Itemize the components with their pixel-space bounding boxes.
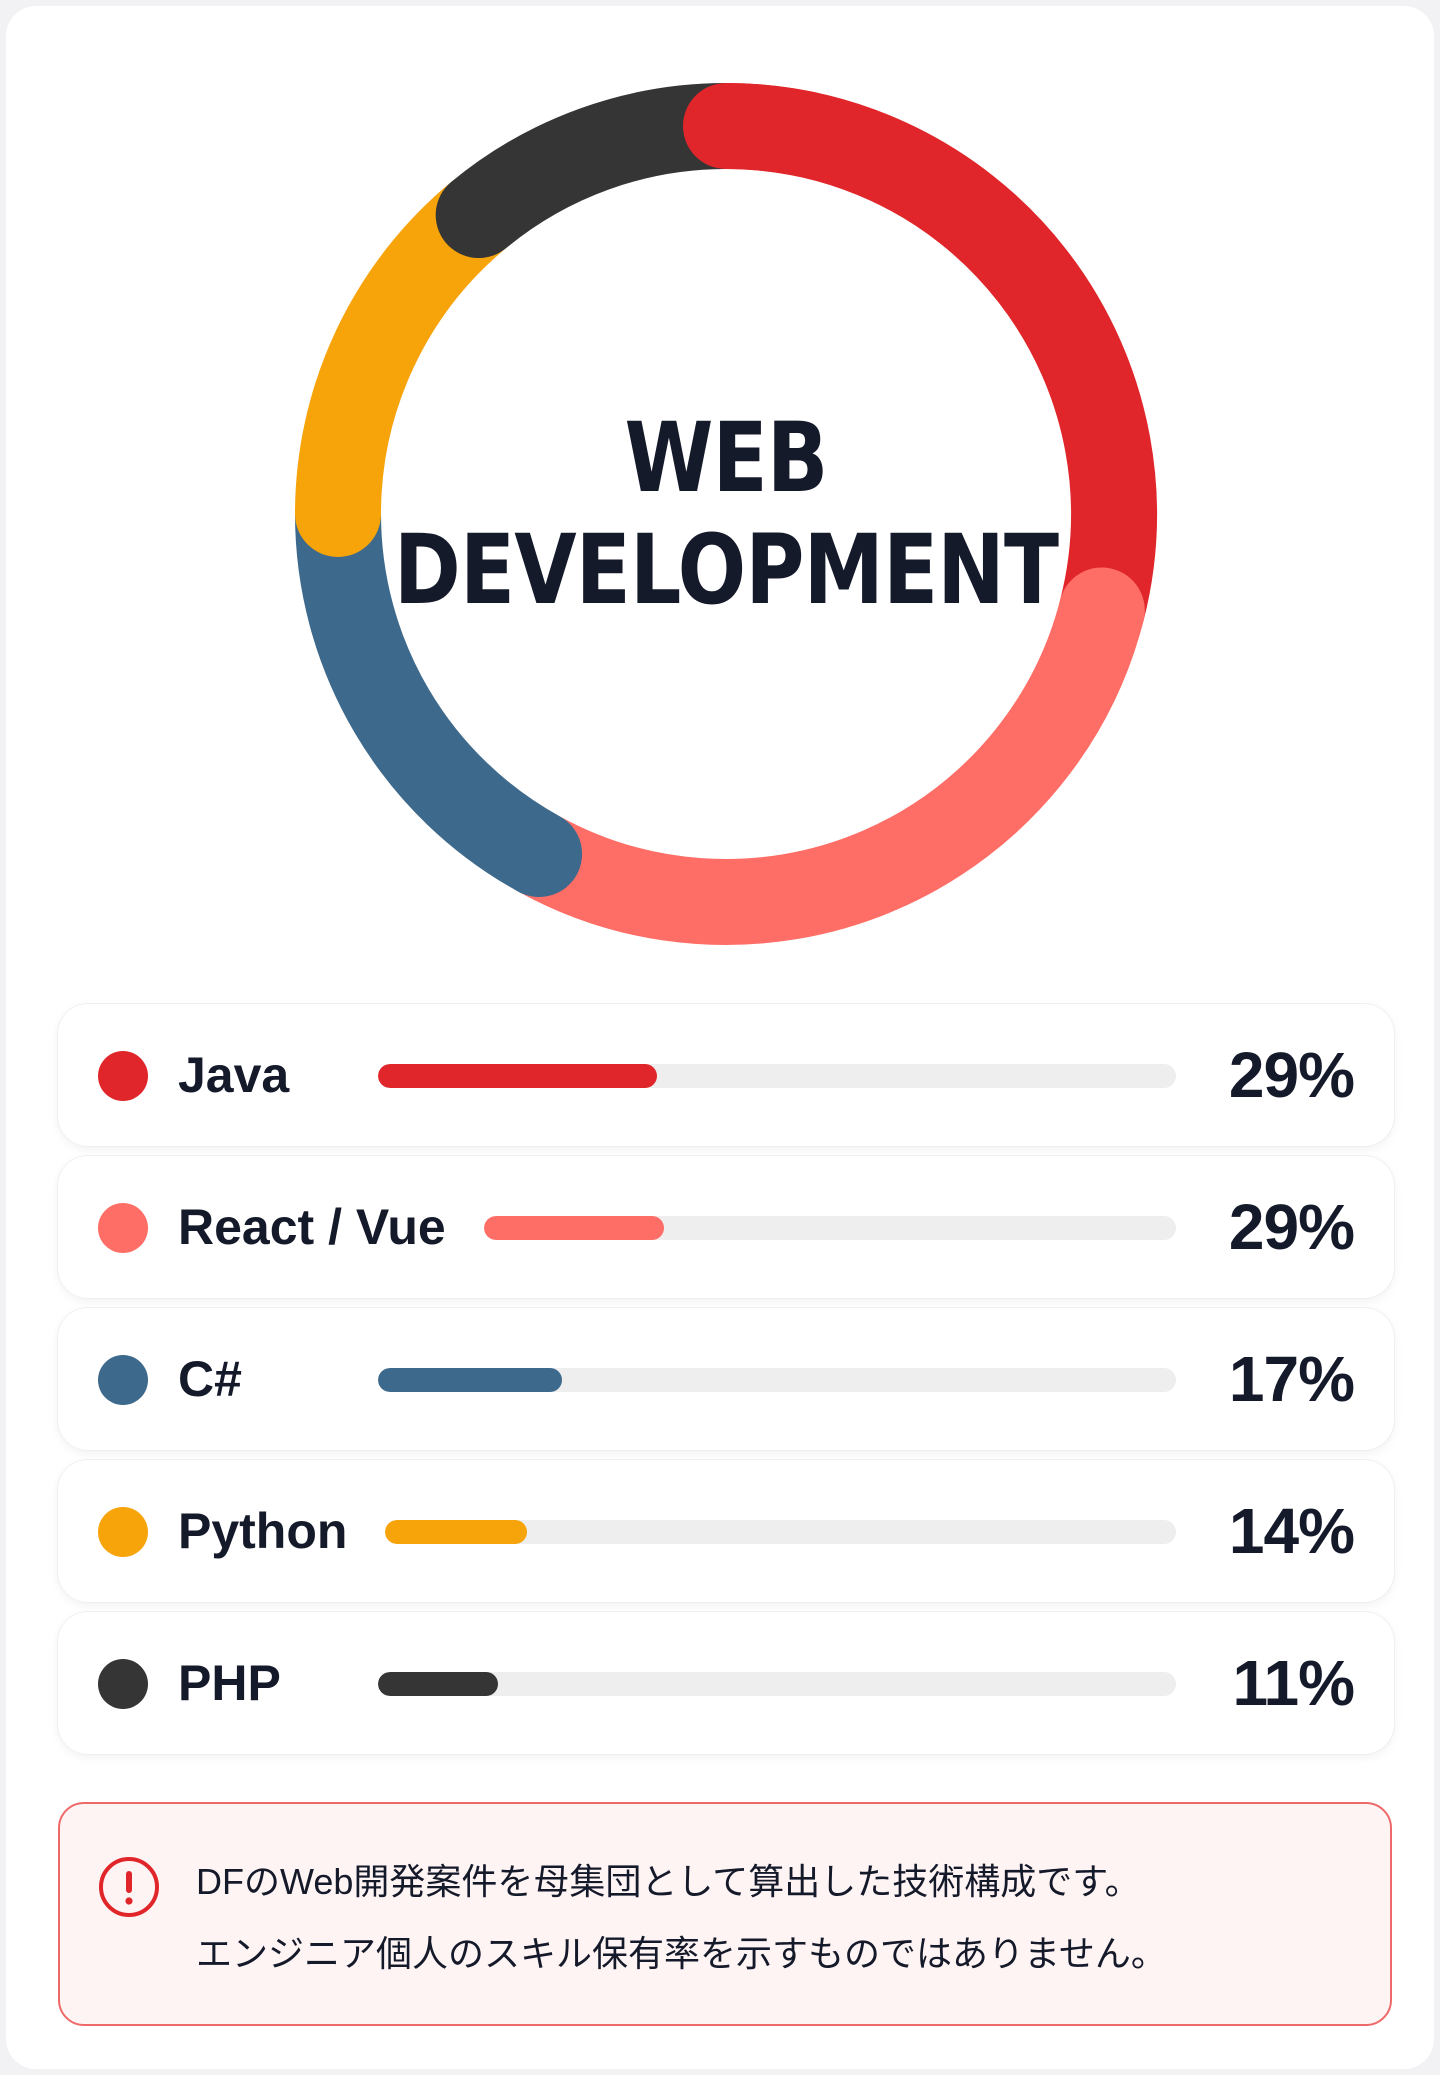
legend-value: 17% bbox=[1228, 1343, 1355, 1415]
notice-text-line-1: DFのWeb開発案件を母集団として算出した技術構成です。 bbox=[196, 1861, 1141, 1902]
legend-bar-track bbox=[378, 1064, 1176, 1088]
notice-text-line-2: エンジニア個人のスキル保有率を示すものではありません。 bbox=[196, 1933, 1167, 1974]
donut-segment-python bbox=[295, 172, 522, 557]
legend-value: 11% bbox=[1232, 1647, 1355, 1719]
legend-row-python: Python 14% bbox=[58, 1460, 1394, 1602]
legend-label: React / Vue bbox=[178, 1199, 446, 1255]
legend-label: Java bbox=[178, 1047, 290, 1103]
legend-bar-fill bbox=[484, 1216, 664, 1240]
exclamation-circle-icon bbox=[99, 1857, 159, 1917]
legend-bar-track bbox=[385, 1520, 1176, 1544]
donut-segment-csharp bbox=[295, 471, 583, 898]
legend-dot bbox=[98, 1051, 148, 1101]
legend-value: 29% bbox=[1228, 1191, 1355, 1263]
legend-bar-track bbox=[484, 1216, 1176, 1240]
center-title-line-2: DEVELOPMENT bbox=[393, 514, 1059, 626]
legend-value: 29% bbox=[1228, 1039, 1355, 1111]
legend-bar-fill bbox=[378, 1064, 657, 1088]
chart-card: WEB DEVELOPMENT Java 29% React / Vue 29%… bbox=[6, 6, 1434, 2069]
legend-bar-fill bbox=[385, 1520, 527, 1544]
legend-bar-track bbox=[378, 1672, 1176, 1696]
donut-center-title: WEB DEVELOPMENT bbox=[361, 79, 1092, 949]
legend-label: Python bbox=[178, 1503, 348, 1559]
legend-label: C# bbox=[178, 1351, 242, 1407]
center-title-line-1: WEB bbox=[624, 402, 829, 514]
legend-bar-fill bbox=[378, 1368, 562, 1392]
legend-label: PHP bbox=[178, 1655, 281, 1711]
legend-dot bbox=[98, 1507, 148, 1557]
legend-list: Java 29% React / Vue 29% C# 17% Python 1… bbox=[58, 1004, 1394, 1764]
legend-bar-fill bbox=[378, 1672, 498, 1696]
legend-bar-track bbox=[378, 1368, 1176, 1392]
donut-chart: WEB DEVELOPMENT bbox=[291, 79, 1161, 949]
donut-svg bbox=[295, 83, 1157, 945]
legend-row-csharp: C# 17% bbox=[58, 1308, 1394, 1450]
legend-dot bbox=[98, 1355, 148, 1405]
legend-row-php: PHP 11% bbox=[58, 1612, 1394, 1754]
donut-segment-react-vue bbox=[496, 567, 1145, 945]
notice-box: DFのWeb開発案件を母集団として算出した技術構成です。 エンジニア個人のスキル… bbox=[58, 1802, 1392, 2026]
legend-dot bbox=[98, 1659, 148, 1709]
legend-dot bbox=[98, 1203, 148, 1253]
legend-row-java: Java 29% bbox=[58, 1004, 1394, 1146]
legend-row-react-vue: React / Vue 29% bbox=[58, 1156, 1394, 1298]
donut-segment-java-start bbox=[683, 83, 850, 178]
legend-value: 14% bbox=[1228, 1495, 1355, 1567]
